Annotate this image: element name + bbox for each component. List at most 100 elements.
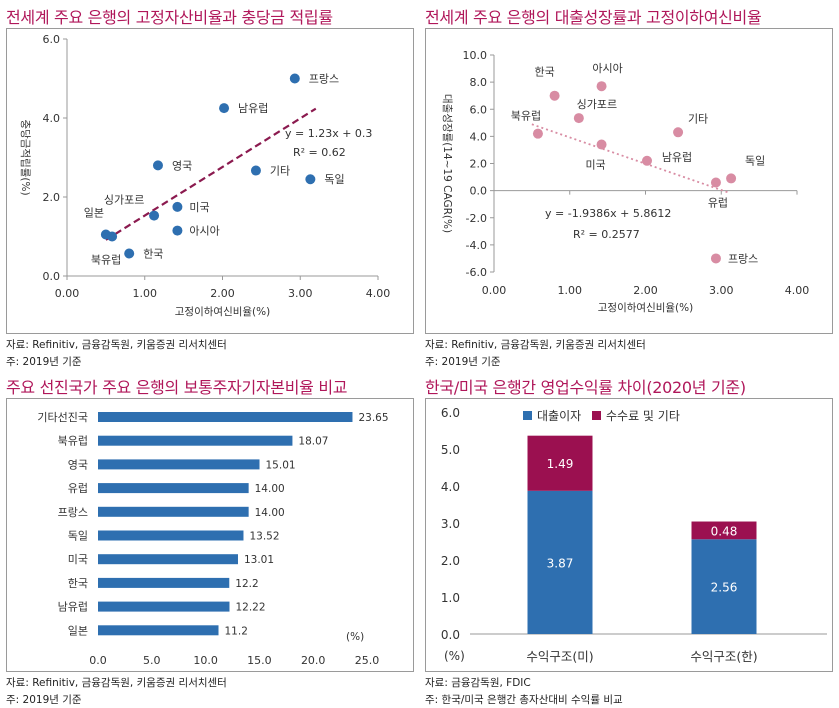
c3-value-label: 14.00 [255, 507, 285, 519]
c2-y-tick-label: -4.0 [466, 239, 487, 252]
c1-trendline [105, 107, 317, 241]
c2-point [642, 155, 653, 166]
chart1-source: 자료: Refinitiv, 금융감독원, 키움증권 리서치센터 [6, 339, 227, 351]
c2-point-label: 독일 [745, 153, 765, 167]
c2-point-label: 미국 [585, 159, 605, 172]
c2-point [726, 173, 737, 184]
c2-y-axis-label: 대출성장률(14~19 CAGR(%) [441, 94, 453, 233]
c2-point-label: 기타 [688, 112, 708, 125]
c4-y-tick-label: 6.0 [441, 406, 460, 420]
c4-y-tick-label: 2.0 [441, 554, 460, 568]
c1-point-label: 일본 [84, 206, 104, 220]
c3-category-label: 북유럽 [58, 434, 88, 448]
c1-point [305, 174, 316, 185]
c1-point-label: 미국 [189, 201, 209, 214]
c2-y-tick-label: 8.0 [470, 76, 488, 89]
chart2-frame [425, 28, 833, 334]
c1-point [172, 201, 183, 212]
c2-point [673, 127, 684, 138]
c1-y-tick-label: 6.0 [43, 33, 61, 46]
c1-y-tick-label: 4.0 [43, 112, 61, 125]
c3-x-tick-label: 20.0 [301, 654, 326, 667]
c3-value-label: 12.22 [235, 602, 265, 614]
chart4-title: 한국/미국 은행간 영업수익률 차이(2020년 기준) [425, 378, 746, 397]
c4-bar-label: 2.56 [711, 581, 738, 595]
c1-x-tick-label: 4.00 [366, 287, 391, 300]
c1-y-tick-label: 0.0 [43, 270, 61, 283]
c1-point [219, 103, 230, 114]
c3-category-label: 일본 [68, 623, 88, 637]
c2-y-tick-label: -2.0 [466, 212, 487, 225]
c2-y-tick-label: 6.0 [470, 103, 488, 116]
c3-value-label: 14.00 [255, 483, 285, 495]
c1-point [149, 210, 160, 221]
c2-x-axis-label: 고정이하여신비율(%) [598, 301, 693, 314]
c3-unit: (%) [346, 631, 364, 643]
c2-point-label: 프랑스 [728, 252, 758, 265]
chart4-source: 자료: 금융감독원, FDIC [425, 677, 531, 689]
c4-y-tick-label: 3.0 [441, 517, 460, 531]
c2-y-tick-label: 10.0 [463, 49, 488, 62]
c4-bar-label: 3.87 [547, 556, 574, 570]
c3-category-label: 기타선진국 [37, 411, 88, 424]
c2-y-tick-label: 4.0 [470, 130, 488, 143]
c4-bar-segment [527, 435, 593, 491]
c2-point-label: 북유럽 [511, 109, 541, 123]
c2-point [710, 177, 721, 188]
c3-bar [98, 601, 230, 612]
c4-category-label: 수익구조(미) [526, 649, 593, 664]
c3-category-label: 프랑스 [58, 506, 88, 519]
c3-bar [98, 506, 249, 517]
c3-x-tick-label: 15.0 [247, 654, 272, 667]
chart2-title: 전세계 주요 은행의 대출성장률과 고정이하여신비율 [425, 8, 762, 27]
c1-r-squared: R² = 0.62 [293, 146, 346, 159]
c2-x-tick-label: 3.00 [709, 284, 734, 297]
c3-bar [98, 459, 260, 470]
chart2-note: 주: 2019년 기준 [425, 356, 501, 368]
c1-point-label: 싱가포르 [104, 194, 144, 207]
c4-y-tick-label: 0.0 [441, 628, 460, 642]
c3-bar [98, 435, 293, 446]
c4-legend-label: 대출이자 [537, 409, 581, 423]
c1-point [250, 165, 261, 176]
c1-equation: y = 1.23x + 0.3 [285, 127, 372, 140]
c1-x-axis-label: 고정이하여신비율(%) [175, 305, 270, 318]
c2-point [573, 113, 584, 124]
c3-bar [98, 412, 353, 422]
c1-point-label: 기타 [270, 165, 290, 178]
c1-point-label: 북유럽 [91, 253, 121, 267]
c4-bar-segment [527, 490, 593, 634]
chart4-frame [425, 398, 833, 672]
c3-bar [98, 577, 230, 588]
c4-legend-label: 수수료 및 기타 [606, 409, 680, 423]
c3-x-tick-label: 10.0 [193, 654, 218, 667]
c3-value-label: 18.07 [298, 436, 328, 448]
c1-point-label: 독일 [324, 172, 344, 186]
c1-point-label: 한국 [143, 247, 163, 260]
c2-point-label: 한국 [534, 66, 554, 79]
chart3-note: 주: 2019년 기준 [6, 694, 82, 706]
c4-bar-label: 0.48 [711, 524, 738, 538]
c1-x-tick-label: 2.00 [210, 287, 235, 300]
c3-x-tick-label: 25.0 [355, 654, 380, 667]
chart4-note: 주: 한국/미국 은행간 총자산대비 수익률 비교 [425, 694, 623, 706]
c2-point [710, 253, 721, 264]
c1-point-label: 아시아 [189, 225, 219, 238]
c3-value-label: 12.2 [235, 578, 258, 590]
c1-y-axis-label: 충당금적립률(%) [19, 119, 32, 195]
chart3-title: 주요 선진국가 주요 은행의 보통주자기자본비율 비교 [6, 378, 348, 397]
c3-x-tick-label: 0.0 [89, 654, 107, 667]
c4-category-label: 수익구조(한) [690, 649, 757, 664]
c2-point [532, 128, 543, 139]
c4-y-tick-label: 4.0 [441, 480, 460, 494]
c2-point-label: 유럽 [708, 195, 728, 209]
c2-equation: y = -1.9386x + 5.8612 [545, 207, 671, 220]
chart1-frame [6, 28, 414, 334]
c3-category-label: 영국 [68, 458, 88, 471]
c3-x-tick-label: 5.0 [143, 654, 161, 667]
c2-y-tick-label: -6.0 [466, 266, 487, 279]
c2-x-tick-label: 1.00 [558, 284, 583, 297]
c3-value-label: 15.01 [266, 459, 296, 471]
c2-point-label: 남유럽 [662, 150, 692, 164]
chart2-source: 자료: Refinitiv, 금융감독원, 키움증권 리서치센터 [425, 339, 646, 351]
